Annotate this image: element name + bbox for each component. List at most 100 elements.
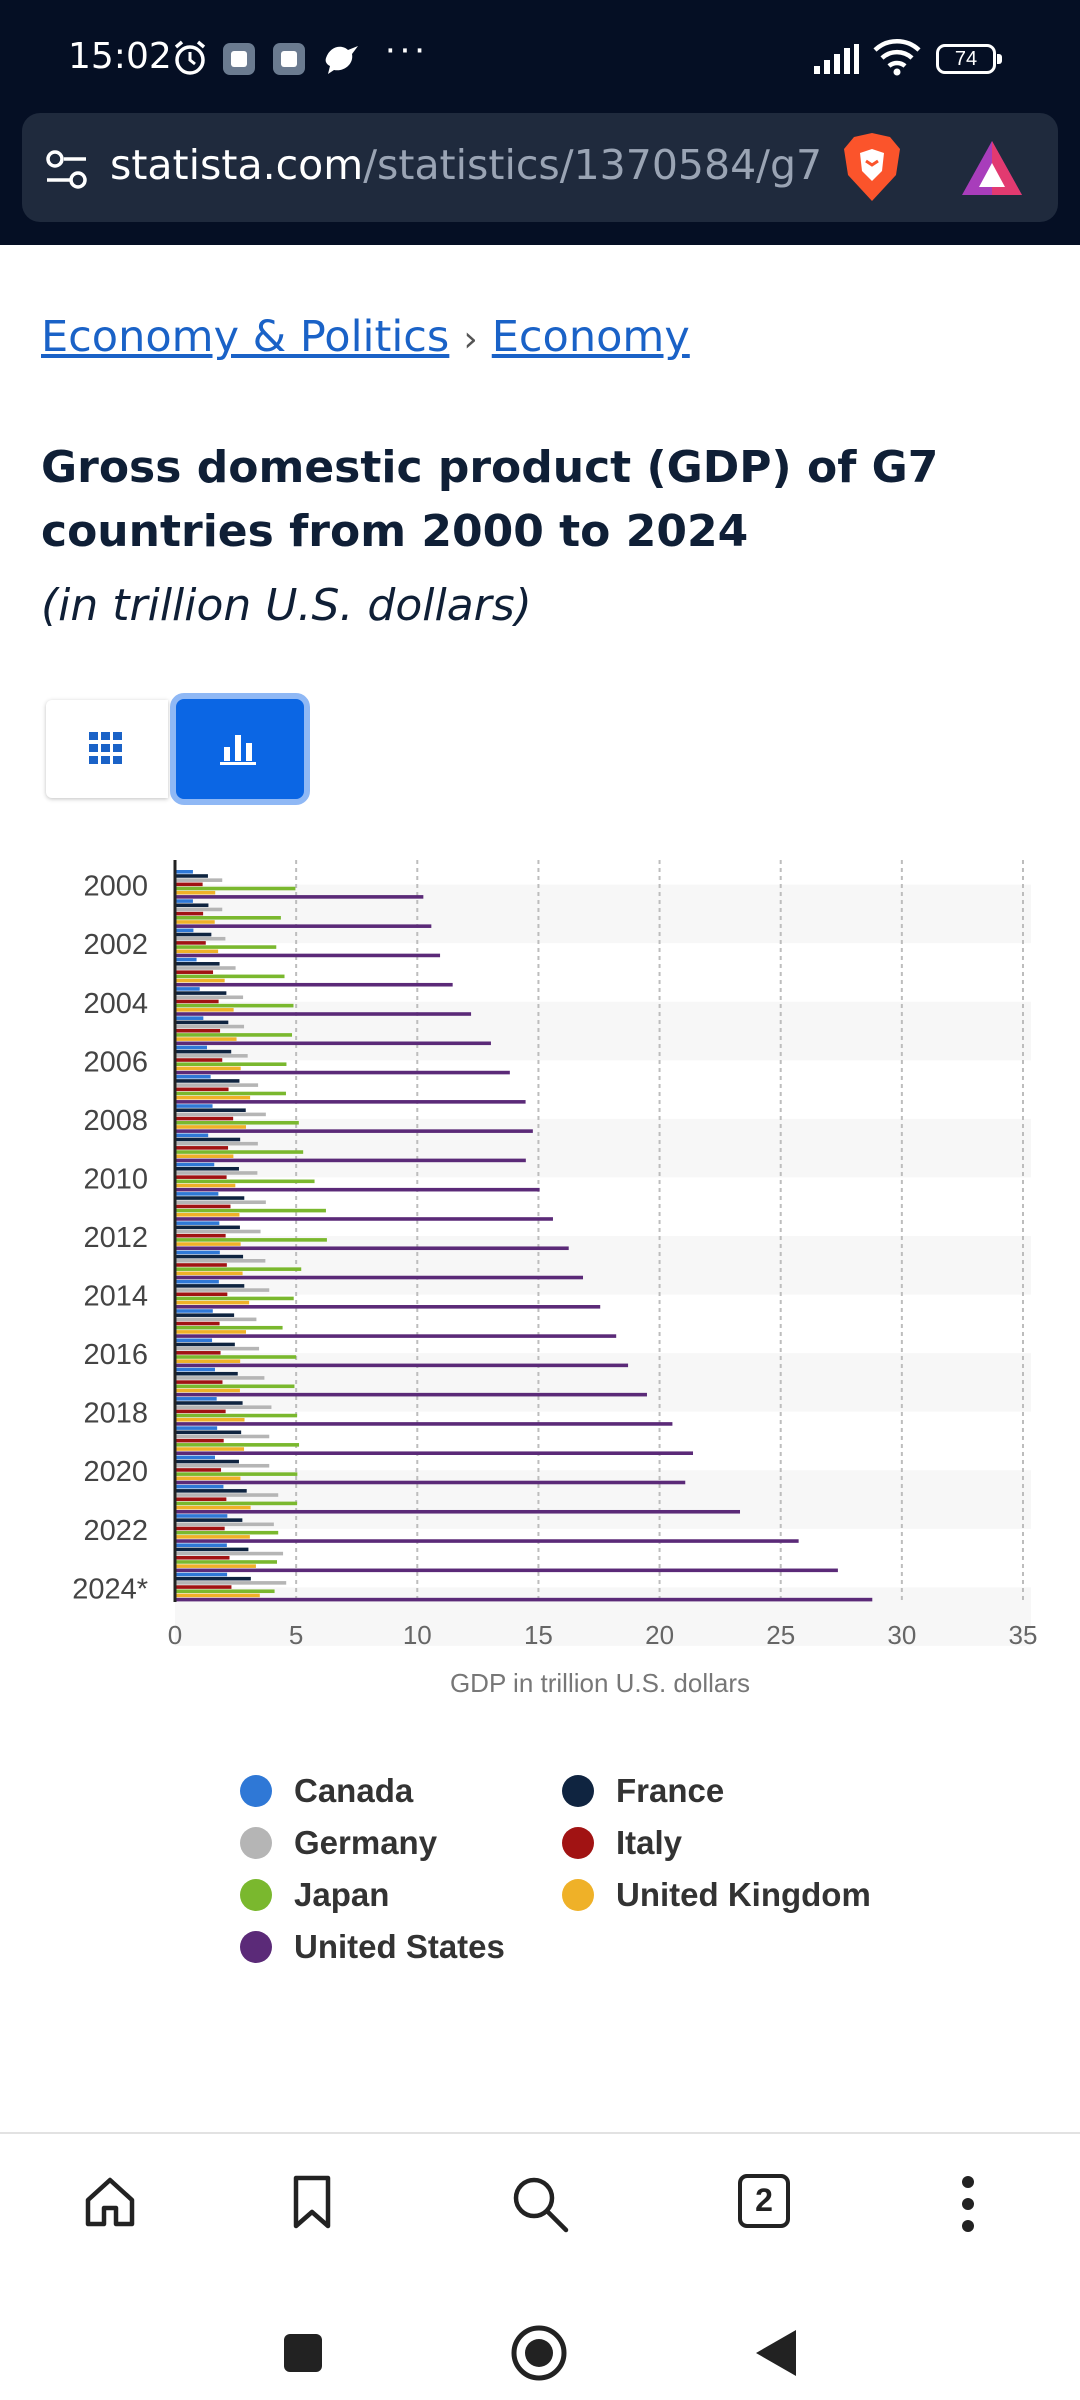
bar-france-2001[interactable]	[175, 903, 209, 908]
brave-shields-icon[interactable]	[840, 131, 904, 203]
bar-japan-2010[interactable]	[175, 1179, 315, 1184]
bar-canada-2017[interactable]	[175, 1367, 215, 1372]
bar-united-kingdom-2002[interactable]	[175, 949, 219, 954]
bar-france-2010[interactable]	[175, 1166, 239, 1171]
bar-france-2005[interactable]	[175, 1020, 229, 1025]
bar-germany-2009[interactable]	[175, 1141, 258, 1146]
bar-germany-2018[interactable]	[175, 1405, 272, 1409]
address-bar[interactable]: statista.com/statistics/1370584/g7	[22, 113, 1058, 222]
bar-canada-2023[interactable]	[175, 1543, 227, 1548]
bar-united-kingdom-2001[interactable]	[175, 920, 215, 924]
breadcrumb-economy-politics[interactable]: Economy & Politics	[41, 312, 450, 362]
bar-italy-2010[interactable]	[175, 1175, 227, 1179]
breadcrumb-economy[interactable]: Economy	[491, 312, 690, 362]
bar-united-states-2015[interactable]	[175, 1334, 617, 1338]
bar-france-2023[interactable]	[175, 1547, 249, 1552]
bar-united-kingdom-2012[interactable]	[175, 1242, 241, 1246]
bar-italy-2016[interactable]	[175, 1351, 221, 1355]
bar-canada-2006[interactable]	[175, 1045, 207, 1050]
bar-canada-2007[interactable]	[175, 1074, 211, 1079]
bar-italy-2005[interactable]	[175, 1028, 221, 1033]
bar-italy-2003[interactable]	[175, 970, 214, 974]
bar-united-kingdom-2010[interactable]	[175, 1183, 236, 1188]
site-settings-icon[interactable]	[44, 149, 90, 191]
bar-italy-2014[interactable]	[175, 1292, 228, 1297]
bar-japan-2009[interactable]	[175, 1150, 304, 1154]
bar-united-kingdom-2014[interactable]	[175, 1300, 250, 1305]
bar-united-kingdom-2008[interactable]	[175, 1125, 246, 1129]
bar-canada-2000[interactable]	[175, 870, 193, 874]
bar-france-2020[interactable]	[175, 1459, 239, 1464]
bar-france-2015[interactable]	[175, 1313, 235, 1317]
bar-france-2024[interactable]	[175, 1576, 251, 1581]
bar-united-kingdom-2006[interactable]	[175, 1066, 241, 1071]
bar-italy-2013[interactable]	[175, 1263, 227, 1267]
bar-united-states-2007[interactable]	[175, 1100, 526, 1104]
bar-germany-2023[interactable]	[175, 1551, 284, 1556]
bar-italy-2024[interactable]	[175, 1585, 232, 1589]
bar-united-kingdom-2015[interactable]	[175, 1330, 246, 1334]
bar-united-states-2020[interactable]	[175, 1480, 686, 1485]
bar-germany-2001[interactable]	[175, 907, 223, 912]
bar-france-2017[interactable]	[175, 1371, 238, 1376]
bar-france-2002[interactable]	[175, 932, 212, 937]
bar-united-states-2000[interactable]	[175, 895, 424, 899]
bar-united-kingdom-2021[interactable]	[175, 1505, 251, 1510]
bar-united-states-2013[interactable]	[175, 1275, 584, 1280]
back-icon[interactable]	[754, 2328, 798, 2378]
bar-united-kingdom-2003[interactable]	[175, 978, 225, 983]
bar-united-states-2004[interactable]	[175, 1012, 472, 1016]
bar-united-kingdom-2009[interactable]	[175, 1154, 234, 1159]
bar-united-kingdom-2013[interactable]	[175, 1271, 243, 1276]
bar-canada-2020[interactable]	[175, 1455, 215, 1460]
bar-italy-2023[interactable]	[175, 1555, 230, 1560]
bar-japan-2012[interactable]	[175, 1238, 327, 1242]
bar-canada-2010[interactable]	[175, 1162, 215, 1167]
bar-italy-2002[interactable]	[175, 941, 206, 945]
bar-united-kingdom-2016[interactable]	[175, 1359, 241, 1363]
bar-united-states-2005[interactable]	[175, 1041, 491, 1046]
bar-france-2014[interactable]	[175, 1284, 245, 1288]
bar-united-kingdom-2024[interactable]	[175, 1593, 260, 1598]
bar-france-2022[interactable]	[175, 1518, 243, 1522]
bar-japan-2013[interactable]	[175, 1267, 302, 1271]
bar-japan-2007[interactable]	[175, 1091, 286, 1096]
bar-france-2019[interactable]	[175, 1430, 242, 1435]
bar-canada-2009[interactable]	[175, 1133, 209, 1138]
bar-canada-2022[interactable]	[175, 1514, 228, 1518]
bar-united-kingdom-2022[interactable]	[175, 1535, 250, 1539]
bar-japan-2005[interactable]	[175, 1033, 293, 1037]
bar-italy-2011[interactable]	[175, 1204, 231, 1209]
bar-italy-2009[interactable]	[175, 1146, 229, 1150]
bar-united-states-2022[interactable]	[175, 1539, 799, 1543]
bar-germany-2011[interactable]	[175, 1200, 266, 1205]
bar-france-2003[interactable]	[175, 962, 220, 966]
tabs-button[interactable]: 2	[738, 2174, 790, 2228]
bar-canada-2004[interactable]	[175, 987, 200, 991]
bar-japan-2023[interactable]	[175, 1560, 278, 1564]
bar-canada-2018[interactable]	[175, 1397, 217, 1401]
bar-germany-2015[interactable]	[175, 1317, 257, 1322]
bar-japan-2019[interactable]	[175, 1443, 300, 1447]
bar-italy-2007[interactable]	[175, 1087, 229, 1092]
bar-united-states-2011[interactable]	[175, 1217, 553, 1221]
bar-japan-2001[interactable]	[175, 916, 281, 920]
bar-united-states-2018[interactable]	[175, 1422, 673, 1426]
bar-canada-2002[interactable]	[175, 928, 194, 933]
bar-germany-2002[interactable]	[175, 936, 226, 941]
bar-canada-2013[interactable]	[175, 1250, 220, 1255]
bar-canada-2015[interactable]	[175, 1309, 213, 1313]
bar-france-2021[interactable]	[175, 1489, 247, 1493]
bar-united-kingdom-2011[interactable]	[175, 1212, 240, 1217]
bar-france-2006[interactable]	[175, 1049, 232, 1054]
bar-germany-2013[interactable]	[175, 1259, 266, 1263]
bookmark-icon[interactable]	[290, 2174, 334, 2230]
bar-united-states-2002[interactable]	[175, 953, 441, 958]
chart-view-button[interactable]	[170, 693, 310, 805]
bar-italy-2020[interactable]	[175, 1468, 222, 1472]
bar-united-kingdom-2004[interactable]	[175, 1008, 234, 1012]
bar-germany-2004[interactable]	[175, 995, 244, 1000]
bar-united-states-2016[interactable]	[175, 1363, 629, 1368]
bar-italy-2017[interactable]	[175, 1380, 223, 1384]
bar-japan-2020[interactable]	[175, 1472, 298, 1476]
